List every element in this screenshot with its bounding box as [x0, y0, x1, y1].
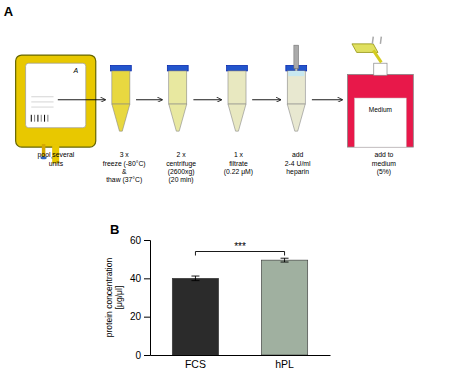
x-axis: FCS hPL [151, 356, 331, 371]
tube-body [287, 71, 305, 104]
barcode-line [37, 115, 38, 122]
error-bar [284, 258, 285, 262]
error-bar [195, 276, 196, 281]
panel-b: 0 20 40 60 FCS hPL protein concentration[μg/μl… [104, 222, 331, 370]
label-line [31, 101, 53, 102]
barcode-line [41, 115, 42, 122]
tube-body [169, 71, 187, 104]
y-tick: 20 [130, 311, 150, 322]
panel-label: B [110, 222, 119, 237]
y-axis-label: protein concentration[μg/μl] [104, 258, 124, 338]
container-handle [372, 37, 374, 44]
tube-cone [112, 104, 130, 131]
y-tick-mark [144, 278, 150, 279]
error-cap [191, 280, 199, 281]
barcode-line [47, 115, 48, 122]
barcode-line [34, 115, 35, 122]
panel-label: A [4, 4, 14, 19]
tube-body [112, 71, 130, 104]
step-label: add tomedium(5%) [372, 151, 397, 175]
axis-domain [151, 355, 331, 356]
barcode-line [31, 115, 32, 122]
y-tick-label: 0 [135, 350, 141, 361]
label-line [31, 107, 53, 108]
tube-cone [228, 104, 246, 131]
syringe-barrel [294, 45, 299, 69]
step-arrow [193, 99, 221, 100]
bag-letter: A [73, 67, 79, 74]
y-tick-mark [144, 355, 150, 356]
blood-bag [16, 55, 96, 147]
flask-text: Medium [369, 106, 392, 113]
x-tick-label: hPL [275, 358, 294, 370]
flask-label [355, 98, 407, 147]
flask-neck [374, 63, 387, 75]
tube-cone [287, 104, 305, 131]
y-axis: 0 20 40 60 [130, 235, 151, 361]
y-tick: 0 [135, 350, 150, 361]
syringe-liquid [288, 71, 304, 76]
step-arrow [252, 99, 280, 100]
label-line [31, 96, 53, 97]
y-tick-label: 60 [130, 235, 142, 246]
error-cap [281, 262, 289, 263]
significance-label: *** [234, 241, 246, 252]
tube-cap [167, 65, 188, 71]
pour-stream [373, 50, 381, 62]
x-tick: FCS [185, 358, 206, 370]
y-tick-mark [144, 240, 150, 241]
error-cap [281, 258, 289, 259]
tube-cap [227, 65, 248, 71]
figure: A Medium pool severalunits 3 xfreeze (-80°C… [0, 0, 474, 390]
step-label: 1 xfiltrate(0.22 μM) [224, 151, 253, 175]
step-label: pool severalunits [38, 151, 75, 166]
error-cap [191, 276, 199, 277]
bar [172, 278, 218, 355]
x-tick-label: FCS [185, 358, 206, 370]
background [0, 0, 474, 390]
bar [261, 260, 307, 355]
step-label: add2-4 U/mlheparin [285, 151, 311, 175]
panel-a: A Medium pool severalunits 3 xfreeze (-80°C… [4, 4, 414, 184]
tube-cap [110, 65, 131, 71]
y-tick: 60 [130, 235, 150, 246]
tube-cone [169, 104, 187, 131]
y-tick-label: 40 [130, 273, 142, 284]
tube-body [228, 71, 246, 104]
barcode-line [44, 115, 45, 122]
axis-domain [144, 241, 151, 356]
step-arrow [58, 99, 105, 100]
x-tick: hPL [275, 358, 294, 370]
flask-body [347, 74, 413, 147]
significance-bracket [195, 252, 284, 256]
step-label: 2 xcentrifuge(2600xg)(20 min) [166, 151, 196, 183]
y-tick-mark [144, 317, 150, 318]
plot-area [172, 258, 307, 355]
y-tick-label: 20 [130, 311, 142, 322]
container-handle [380, 37, 382, 44]
bag-label [26, 63, 86, 128]
y-tick: 40 [130, 273, 150, 284]
step-arrow [136, 99, 162, 100]
step-label: 3 xfreeze (-80°C)&thaw (37°C) [103, 151, 146, 183]
step-arrow [312, 99, 342, 100]
